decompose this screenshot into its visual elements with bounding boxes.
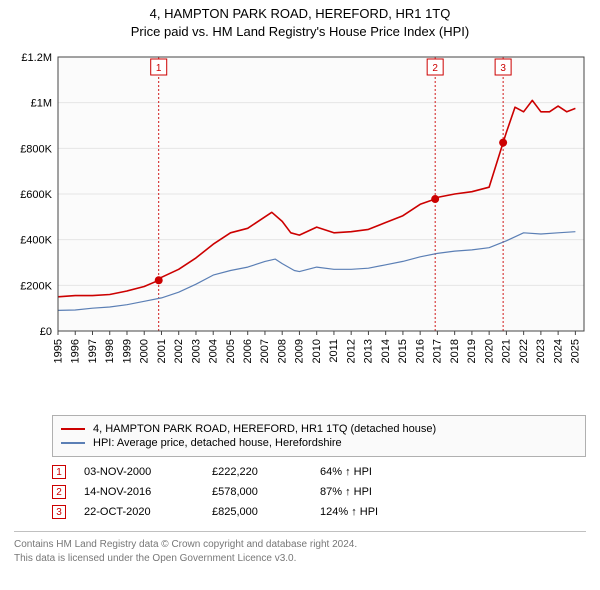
svg-text:1998: 1998	[104, 339, 116, 363]
sale-marker-box: 1	[52, 465, 66, 479]
svg-text:2013: 2013	[363, 339, 375, 363]
svg-text:2002: 2002	[173, 339, 185, 363]
svg-text:2000: 2000	[139, 339, 151, 363]
sale-marker-box: 2	[52, 485, 66, 499]
svg-text:£800K: £800K	[20, 143, 52, 155]
sale-pct: 64% ↑ HPI	[320, 466, 420, 478]
svg-text:2006: 2006	[242, 339, 254, 363]
svg-text:2012: 2012	[345, 339, 357, 363]
svg-text:2003: 2003	[190, 339, 202, 363]
sale-date: 22-OCT-2020	[84, 506, 194, 518]
footer-line: This data is licensed under the Open Gov…	[14, 552, 586, 566]
svg-text:1995: 1995	[52, 339, 64, 363]
svg-text:2005: 2005	[225, 339, 237, 363]
svg-text:2017: 2017	[432, 339, 444, 363]
svg-text:£400K: £400K	[20, 235, 52, 247]
svg-text:1999: 1999	[121, 339, 133, 363]
svg-text:2004: 2004	[208, 339, 220, 363]
svg-text:2009: 2009	[294, 339, 306, 363]
table-row: 1 03-NOV-2000 £222,220 64% ↑ HPI	[52, 465, 586, 479]
svg-text:1: 1	[156, 63, 162, 74]
svg-text:2008: 2008	[276, 339, 288, 363]
chart-header: 4, HAMPTON PARK ROAD, HEREFORD, HR1 1TQ …	[0, 0, 600, 41]
sale-pct: 124% ↑ HPI	[320, 506, 420, 518]
legend-item: HPI: Average price, detached house, Here…	[61, 437, 577, 449]
svg-text:£1M: £1M	[31, 98, 52, 110]
svg-text:2020: 2020	[483, 339, 495, 363]
svg-text:£0: £0	[40, 326, 52, 338]
table-row: 3 22-OCT-2020 £825,000 124% ↑ HPI	[52, 505, 586, 519]
svg-text:2025: 2025	[570, 339, 582, 363]
sale-marker-box: 3	[52, 505, 66, 519]
chart-title: 4, HAMPTON PARK ROAD, HEREFORD, HR1 1TQ	[0, 6, 600, 21]
svg-text:1996: 1996	[70, 339, 82, 363]
svg-text:2011: 2011	[328, 339, 340, 363]
sale-price: £222,220	[212, 466, 302, 478]
svg-text:2022: 2022	[518, 339, 530, 363]
svg-text:2001: 2001	[156, 339, 168, 363]
legend-label: 4, HAMPTON PARK ROAD, HEREFORD, HR1 1TQ …	[93, 423, 436, 435]
svg-text:2014: 2014	[380, 339, 392, 363]
sale-date: 03-NOV-2000	[84, 466, 194, 478]
svg-text:2019: 2019	[466, 339, 478, 363]
legend-item: 4, HAMPTON PARK ROAD, HEREFORD, HR1 1TQ …	[61, 423, 577, 435]
svg-text:£1.2M: £1.2M	[21, 52, 52, 64]
chart-svg: £0 £200K £400K £600K £800K £1M £1.2M 1995 1996 19…	[8, 49, 590, 379]
sale-price: £578,000	[212, 486, 302, 498]
svg-text:£600K: £600K	[20, 189, 52, 201]
svg-text:2023: 2023	[535, 339, 547, 363]
legend-label: HPI: Average price, detached house, Here…	[93, 437, 342, 449]
svg-text:2015: 2015	[397, 339, 409, 363]
svg-text:£200K: £200K	[20, 280, 52, 292]
footer: Contains HM Land Registry data © Crown c…	[14, 531, 586, 566]
svg-text:2024: 2024	[552, 339, 564, 363]
svg-text:2016: 2016	[414, 339, 426, 363]
table-row: 2 14-NOV-2016 £578,000 87% ↑ HPI	[52, 485, 586, 499]
sale-price: £825,000	[212, 506, 302, 518]
svg-text:3: 3	[500, 63, 506, 74]
sales-table: 1 03-NOV-2000 £222,220 64% ↑ HPI 2 14-NO…	[52, 465, 586, 519]
svg-text:2: 2	[432, 63, 438, 74]
svg-text:2010: 2010	[311, 339, 323, 363]
legend-swatch	[61, 442, 85, 444]
chart-area: £0 £200K £400K £600K £800K £1M £1.2M 1995 1996 19…	[8, 49, 590, 379]
chart-subtitle: Price paid vs. HM Land Registry's House …	[0, 24, 600, 39]
legend: 4, HAMPTON PARK ROAD, HEREFORD, HR1 1TQ …	[52, 415, 586, 457]
svg-text:2007: 2007	[259, 339, 271, 363]
svg-text:2018: 2018	[449, 339, 461, 363]
sale-pct: 87% ↑ HPI	[320, 486, 420, 498]
svg-text:2021: 2021	[501, 339, 513, 363]
footer-line: Contains HM Land Registry data © Crown c…	[14, 538, 586, 552]
sale-date: 14-NOV-2016	[84, 486, 194, 498]
legend-swatch	[61, 428, 85, 430]
svg-text:1997: 1997	[87, 339, 99, 363]
